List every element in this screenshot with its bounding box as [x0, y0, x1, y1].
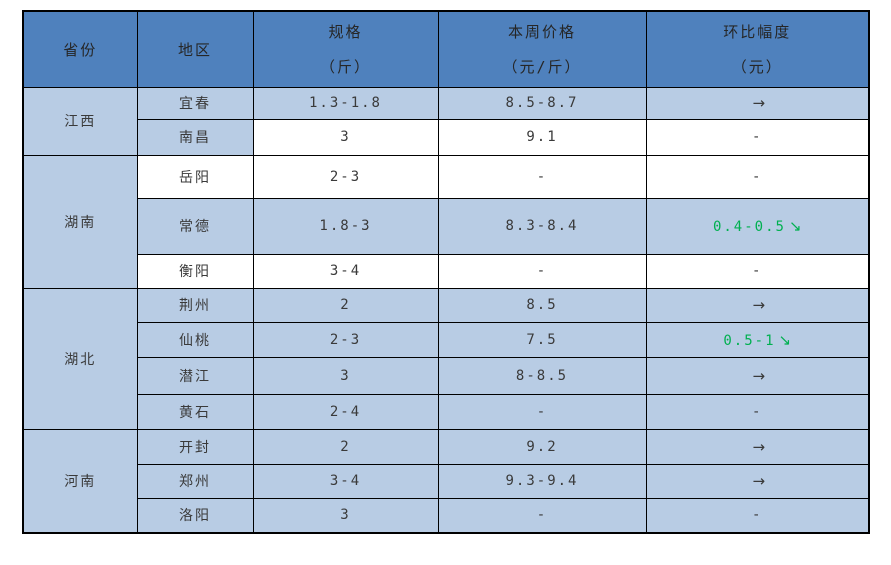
spec-cell: 3	[252, 118, 439, 156]
table-row: 黄石 2-4- -	[23, 393, 870, 430]
flat-arrow-icon: →	[752, 366, 766, 385]
change-cell: →	[645, 356, 870, 395]
flat-arrow-icon: →	[752, 437, 766, 456]
change-cell: -	[645, 393, 870, 430]
price-cell: -	[437, 497, 647, 534]
table-row: 南昌 3 9.1 -	[23, 118, 870, 156]
spec-cell: 3	[252, 356, 439, 395]
table-row: 湖北 荆州 2 8.5 →	[22, 287, 870, 430]
price-table: 省份 地区 规格 （斤） 本周价格 （元/斤） 环比幅度 （元） 江西 宜春 1.3-1.8 8.5…	[22, 10, 870, 534]
change-cell: -	[645, 154, 870, 199]
province-cell: 湖南	[22, 154, 138, 289]
price-cell: 8.5	[437, 287, 647, 323]
change-value: -	[752, 168, 763, 185]
region-cell: 岳阳	[136, 154, 254, 199]
header-unit: （元/斤）	[502, 58, 582, 77]
change-cell: →	[645, 287, 870, 323]
header-title: 本周价格	[507, 23, 576, 42]
province-cell: 河南	[22, 428, 138, 534]
spec-cell: 2-3	[252, 321, 439, 358]
header-cell-4: 环比幅度 （元）	[645, 10, 870, 88]
change-cell: -	[645, 253, 870, 289]
spec-cell: 2-4	[252, 393, 439, 430]
region-cell: 郑州	[136, 463, 254, 499]
table-row: 洛阳 3- -	[23, 497, 870, 534]
price-cell: 9.1	[437, 118, 647, 156]
spec-cell: 2-3	[252, 154, 439, 199]
spec-cell: 1.3-1.8	[252, 86, 439, 120]
price-cell: -	[437, 393, 647, 430]
table-row: 江西 宜春 1.3-1.8 8.5-8.7 →	[22, 86, 870, 156]
change-cell: →	[645, 86, 870, 120]
spec-cell: 1.8-3	[252, 197, 439, 255]
change-cell: →	[645, 463, 870, 499]
header-unit: （元）	[731, 58, 783, 77]
change-cell: 0.5-1 ↘	[645, 321, 870, 358]
price-cell: 7.5	[437, 321, 647, 358]
table-body: 江西 宜春 1.3-1.8 8.5-8.7 → 南昌 3 9.1- 湖南 岳阳 2-3- - 常德 1.8…	[22, 86, 870, 534]
change-cell: 0.4-0.5 ↘	[645, 197, 870, 255]
flat-arrow-icon: →	[752, 296, 766, 314]
header-title: 地区	[177, 40, 212, 59]
region-cell: 衡阳	[136, 253, 254, 289]
spec-cell: 2	[252, 287, 439, 323]
spec-cell: 2	[252, 428, 439, 465]
price-cell: 8.5-8.7	[437, 86, 647, 120]
flat-arrow-icon: →	[752, 94, 766, 112]
table-row: 常德 1.8-3 8.3-8.4 0.4-0.5 ↘	[23, 197, 870, 255]
region-cell: 潜江	[136, 356, 254, 395]
header-cell-0: 省份	[22, 10, 138, 88]
header-title: 规格	[328, 23, 363, 42]
region-cell: 南昌	[136, 118, 254, 156]
change-cell: →	[645, 428, 870, 465]
table-row: 衡阳 3-4- -	[23, 253, 870, 289]
region-cell: 开封	[136, 428, 254, 465]
price-cell: 9.3-9.4	[437, 463, 647, 499]
region-cell: 常德	[136, 197, 254, 255]
change-value: 0.4-0.5	[712, 219, 786, 235]
change-value: -	[752, 263, 763, 279]
spec-cell: 3-4	[252, 253, 439, 289]
province-cell: 江西	[22, 86, 138, 156]
table-row: 河南 开封 2 9.2 →	[22, 428, 870, 534]
header-title: 环比幅度	[723, 23, 792, 42]
region-cell: 仙桃	[136, 321, 254, 358]
table-row: 仙桃 2-3 7.5 0.5-1 ↘	[23, 321, 870, 358]
price-cell: 8-8.5	[437, 356, 647, 395]
header-title: 省份	[63, 40, 98, 59]
header-unit: （斤）	[319, 58, 371, 77]
header-row: 省份 地区 规格 （斤） 本周价格 （元/斤） 环比幅度 （元）	[22, 10, 870, 88]
table-row: 郑州 3-4 9.3-9.4 →	[23, 463, 870, 499]
change-cell: -	[645, 497, 870, 534]
flat-arrow-icon: →	[752, 472, 766, 490]
spec-cell: 3-4	[252, 463, 439, 499]
header-cell-3: 本周价格 （元/斤）	[437, 10, 647, 88]
table-row: 湖南 岳阳 2-3- -	[22, 154, 870, 289]
down-arrow-icon: ↘	[778, 330, 792, 349]
region-cell: 荆州	[136, 287, 254, 323]
down-arrow-icon: ↘	[788, 217, 802, 235]
table-header: 省份 地区 规格 （斤） 本周价格 （元/斤） 环比幅度 （元）	[22, 10, 870, 88]
change-cell: -	[645, 118, 870, 156]
province-cell: 湖北	[22, 287, 138, 430]
header-cell-1: 地区	[136, 10, 254, 88]
region-cell: 黄石	[136, 393, 254, 430]
change-value: -	[752, 403, 763, 420]
region-cell: 洛阳	[136, 497, 254, 534]
change-value: -	[752, 507, 763, 524]
spec-cell: 3	[252, 497, 439, 534]
price-cell: 8.3-8.4	[437, 197, 647, 255]
change-value: -	[752, 129, 763, 145]
price-cell: -	[437, 154, 647, 199]
price-cell: 9.2	[437, 428, 647, 465]
region-cell: 宜春	[136, 86, 254, 120]
change-value: 0.5-1	[723, 332, 776, 349]
price-cell: -	[437, 253, 647, 289]
table-row: 潜江 3 8-8.5 →	[23, 356, 870, 395]
header-cell-2: 规格 （斤）	[252, 10, 439, 88]
